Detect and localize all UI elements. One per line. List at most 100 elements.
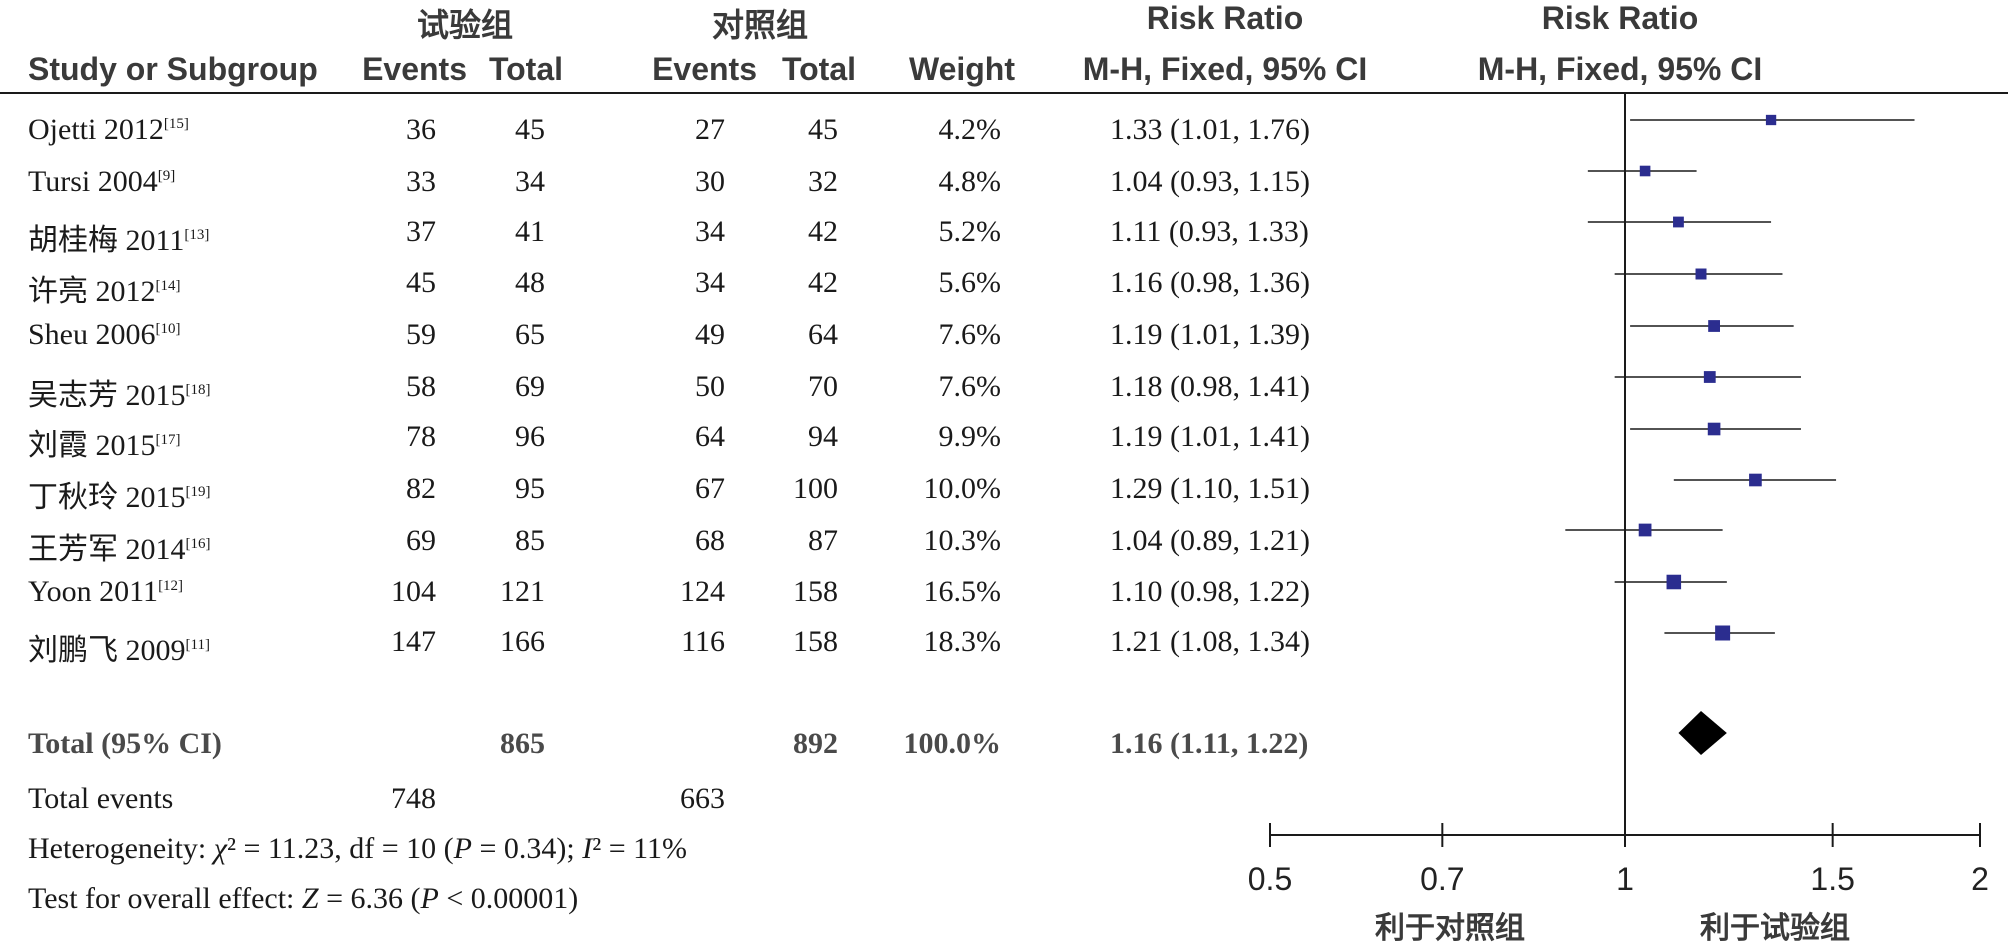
trial-total-cell: 45 <box>515 113 545 146</box>
favours-control-label: 利于对照组 <box>1375 912 1525 945</box>
weight-cell: 10.3% <box>923 524 1002 557</box>
weight-cell: 9.9% <box>938 420 1002 453</box>
risk-ratio-ci-cell: 1.18 (0.98, 1.41) <box>1110 370 1310 403</box>
risk-ratio-ci-cell: 1.21 (1.08, 1.34) <box>1110 625 1310 658</box>
risk-ratio-ci-cell: 1.11 (0.93, 1.33) <box>1110 215 1309 248</box>
plot-method-header: M-H, Fixed, 95% CI <box>1477 51 1763 87</box>
trial-events-cell: 37 <box>406 215 436 248</box>
trial-events-cell: 147 <box>391 625 436 658</box>
trial-total-cell: 69 <box>515 370 545 403</box>
control-events-cell: 27 <box>695 113 725 146</box>
reference-citation: [13] <box>184 227 210 243</box>
trial-events-cell: 104 <box>391 575 436 608</box>
control-events-cell: 50 <box>695 370 725 403</box>
pooled-diamond <box>1678 711 1727 755</box>
trial-events-cell: 36 <box>406 113 436 146</box>
control-total-cell: 87 <box>808 524 838 557</box>
risk-ratio-ci-cell: 1.10 (0.98, 1.22) <box>1110 575 1310 608</box>
study-name: Ojetti 2012[15] <box>28 113 189 146</box>
heterogeneity-text: Heterogeneity: χ² = 11.23, df = 10 (P = … <box>28 832 688 865</box>
reference-citation: [11] <box>185 637 210 653</box>
total-weight: 100.0% <box>903 727 1002 760</box>
reference-citation: [17] <box>155 432 181 448</box>
trial-events-header: Events <box>362 51 467 87</box>
control-total-cell: 94 <box>808 420 838 453</box>
trial-total-cell: 85 <box>515 524 545 557</box>
effect-marker <box>1673 216 1684 228</box>
trial-total-cell: 96 <box>515 420 545 453</box>
weight-cell: 18.3% <box>923 625 1002 658</box>
trial-total-cell: 166 <box>500 625 545 658</box>
weight-header: Weight <box>908 51 1015 87</box>
trial-total-cell: 48 <box>515 266 545 299</box>
plot-title: Risk Ratio <box>1541 0 1699 36</box>
control-total-cell: 45 <box>808 113 838 146</box>
control-total-cell: 158 <box>793 575 838 608</box>
x-axis-tick-label: 1.5 <box>1810 861 1854 897</box>
effect-marker <box>1765 114 1777 126</box>
control-total-cell: 32 <box>808 165 838 198</box>
x-axis-tick-label: 1 <box>1616 861 1634 897</box>
total-ci: 1.16 (1.11, 1.22) <box>1110 727 1309 760</box>
study-name: 王芳军 2014[16] <box>28 533 211 566</box>
weight-cell: 4.8% <box>938 165 1002 198</box>
trial-events-cell: 82 <box>406 472 436 505</box>
reference-citation: [16] <box>185 536 211 552</box>
effect-marker <box>1639 165 1651 177</box>
trial-total-cell: 41 <box>515 215 545 248</box>
study-name: 刘霞 2015[17] <box>28 429 181 462</box>
effect-marker <box>1703 371 1716 383</box>
risk-ratio-ci-cell: 1.29 (1.10, 1.51) <box>1110 472 1310 505</box>
control-events-cell: 34 <box>695 266 725 299</box>
risk-ratio-ci-cell: 1.04 (0.93, 1.15) <box>1110 165 1310 198</box>
weight-cell: 5.2% <box>938 215 1002 248</box>
weight-cell: 5.6% <box>938 266 1002 299</box>
x-axis-tick-label: 2 <box>1971 861 1989 897</box>
study-name: 刘鹏飞 2009[11] <box>28 634 210 667</box>
effect-marker <box>1695 268 1707 280</box>
weight-cell: 7.6% <box>938 370 1002 403</box>
study-name: 许亮 2012[14] <box>28 275 181 308</box>
control-events-cell: 64 <box>695 420 725 453</box>
risk-ratio-ci-cell: 1.19 (1.01, 1.41) <box>1110 420 1310 453</box>
total-label: Total (95% CI) <box>28 727 222 760</box>
control-events-cell: 67 <box>695 472 725 505</box>
control-events-cell: 34 <box>695 215 725 248</box>
effect-marker <box>1666 574 1682 590</box>
reference-citation: [12] <box>158 578 184 594</box>
effect-marker <box>1715 625 1731 641</box>
total-events-trial: 748 <box>391 782 436 815</box>
effect-marker <box>1707 422 1721 436</box>
weight-cell: 4.2% <box>938 113 1002 146</box>
control-total-cell: 42 <box>808 266 838 299</box>
trial-total-cell: 65 <box>515 318 545 351</box>
control-events-cell: 49 <box>695 318 725 351</box>
x-axis-tick-label: 0.5 <box>1248 861 1292 897</box>
trial-events-cell: 58 <box>406 370 436 403</box>
reference-citation: [18] <box>185 382 211 398</box>
risk-ratio-ci-cell: 1.16 (0.98, 1.36) <box>1110 266 1310 299</box>
effect-marker <box>1749 473 1762 487</box>
weight-cell: 7.6% <box>938 318 1002 351</box>
rr-title: Risk Ratio <box>1146 0 1304 36</box>
total-events-control: 663 <box>680 782 725 815</box>
weight-cell: 10.0% <box>923 472 1002 505</box>
favours-trial-label: 利于试验组 <box>1700 912 1850 945</box>
reference-citation: [10] <box>155 321 181 337</box>
study-name: Tursi 2004[9] <box>28 165 176 198</box>
weight-cell: 16.5% <box>923 575 1002 608</box>
control-total-cell: 64 <box>808 318 838 351</box>
control-events-cell: 30 <box>695 165 725 198</box>
trial-events-cell: 45 <box>406 266 436 299</box>
study-name: Sheu 2006[10] <box>28 318 181 351</box>
trial-events-cell: 78 <box>406 420 436 453</box>
trial-total-cell: 121 <box>500 575 545 608</box>
control-events-cell: 124 <box>680 575 725 608</box>
x-axis-tick-label: 0.7 <box>1420 861 1464 897</box>
effect-marker <box>1638 523 1652 537</box>
control-total-cell: 100 <box>793 472 838 505</box>
reference-citation: [9] <box>157 168 176 184</box>
control-total-cell: 70 <box>808 370 838 403</box>
risk-ratio-ci-cell: 1.33 (1.01, 1.76) <box>1110 113 1310 146</box>
group-trial-header: 试验组 <box>416 7 513 43</box>
